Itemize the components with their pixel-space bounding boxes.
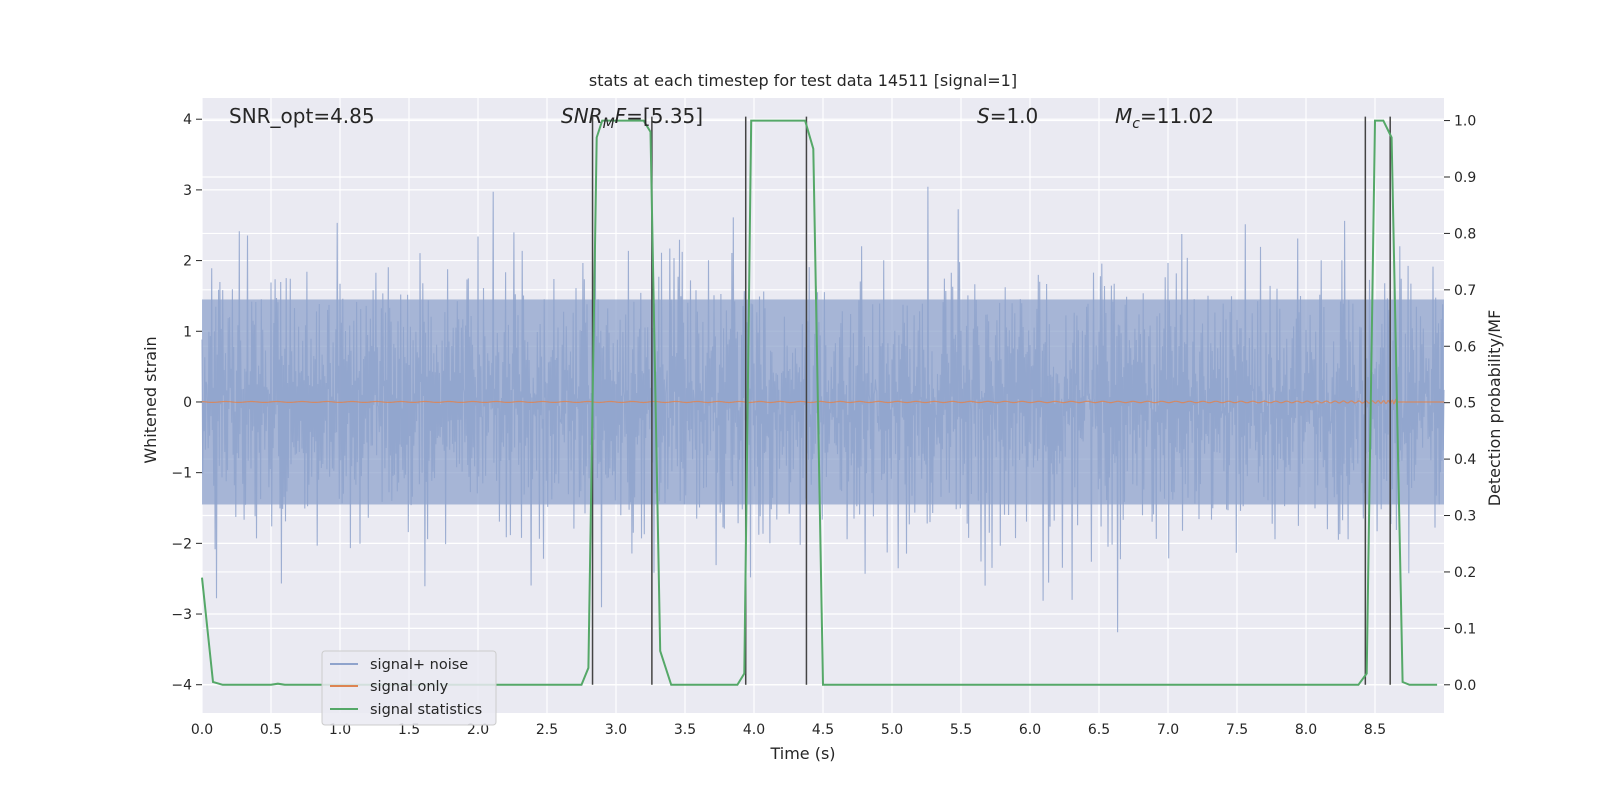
legend-label-signal-statistics: signal statistics bbox=[370, 702, 482, 718]
y-left-tick-label: −4 bbox=[171, 678, 192, 694]
x-tick-label: 5.5 bbox=[950, 722, 972, 738]
annotation-snr-opt: SNR_opt=4.85 bbox=[229, 104, 375, 128]
y-right-tick-label: 0.3 bbox=[1454, 509, 1476, 525]
x-tick-label: 1.0 bbox=[329, 722, 351, 738]
y-left-tick-label: −2 bbox=[171, 536, 192, 552]
legend-label-signal-only: signal only bbox=[370, 679, 449, 695]
annotation-mc: Mc=11.02 bbox=[1115, 104, 1214, 132]
x-tick-label: 7.5 bbox=[1226, 722, 1248, 738]
series-signal-only bbox=[202, 398, 1444, 405]
annotation-snr-mf: SNRMF=[5.35] bbox=[561, 104, 703, 132]
chirp-trace bbox=[202, 398, 1444, 405]
y-axis-label-right: Detection probability/MF bbox=[1485, 310, 1504, 507]
y-right-tick-label: 0.4 bbox=[1454, 452, 1476, 468]
y-right-tick-label: 1.0 bbox=[1454, 114, 1476, 130]
y-right-tick-label: 0.8 bbox=[1454, 226, 1476, 242]
x-tick-label: 0.5 bbox=[260, 722, 282, 738]
x-tick-label: 7.0 bbox=[1157, 722, 1179, 738]
y-right-tick-label: 0.0 bbox=[1454, 678, 1476, 694]
y-left-tick-label: 4 bbox=[183, 112, 192, 128]
ticks: 0.0 0.5 1.0 1.5 2.0 2.5 3.0 3.5 4.0 4.5 5.0 5.5 6.0 6… bbox=[171, 112, 1476, 738]
y-right-tick-label: 0.2 bbox=[1454, 565, 1476, 581]
x-tick-label: 8.5 bbox=[1364, 722, 1386, 738]
x-tick-label: 5.0 bbox=[881, 722, 903, 738]
y-right-tick-label: 0.7 bbox=[1454, 283, 1476, 299]
y-right-tick-label: 0.5 bbox=[1454, 396, 1476, 412]
y-right-tick-label: 0.6 bbox=[1454, 339, 1476, 355]
x-tick-label: 2.0 bbox=[467, 722, 489, 738]
x-tick-label: 0.0 bbox=[191, 722, 213, 738]
x-tick-label: 1.5 bbox=[398, 722, 420, 738]
y-left-tick-label: 3 bbox=[183, 183, 192, 199]
x-tick-label: 8.0 bbox=[1295, 722, 1317, 738]
legend-box bbox=[321, 650, 497, 726]
y-left-tick-label: 2 bbox=[183, 254, 192, 270]
series-signal-statistics bbox=[201, 119, 1438, 686]
y-left-tick-label: 1 bbox=[183, 324, 192, 340]
statistics-trace bbox=[201, 119, 1438, 686]
x-tick-label: 4.0 bbox=[743, 722, 765, 738]
legend-label-signal-plus-noise: signal+ noise bbox=[370, 657, 468, 673]
y-right-tick-label: 0.1 bbox=[1454, 621, 1476, 637]
chart-title: stats at each timestep for test data 145… bbox=[589, 71, 1017, 90]
x-tick-label: 3.0 bbox=[605, 722, 627, 738]
y-left-tick-label: 0 bbox=[183, 395, 192, 411]
legend: signal+ noise signal only signal statist… bbox=[321, 650, 497, 726]
y-left-tick-label: −1 bbox=[171, 466, 192, 482]
x-tick-label: 3.5 bbox=[674, 722, 696, 738]
x-axis-label: Time (s) bbox=[769, 744, 835, 763]
annotation-s: S=1.0 bbox=[977, 104, 1038, 128]
x-tick-label: 6.0 bbox=[1019, 722, 1041, 738]
x-tick-label: 2.5 bbox=[536, 722, 558, 738]
x-tick-label: 4.5 bbox=[812, 722, 834, 738]
x-tick-label: 6.5 bbox=[1088, 722, 1110, 738]
y-axis-label-left: Whitened strain bbox=[141, 336, 160, 463]
y-left-tick-label: −3 bbox=[171, 607, 192, 623]
y-right-tick-label: 0.9 bbox=[1454, 170, 1476, 186]
